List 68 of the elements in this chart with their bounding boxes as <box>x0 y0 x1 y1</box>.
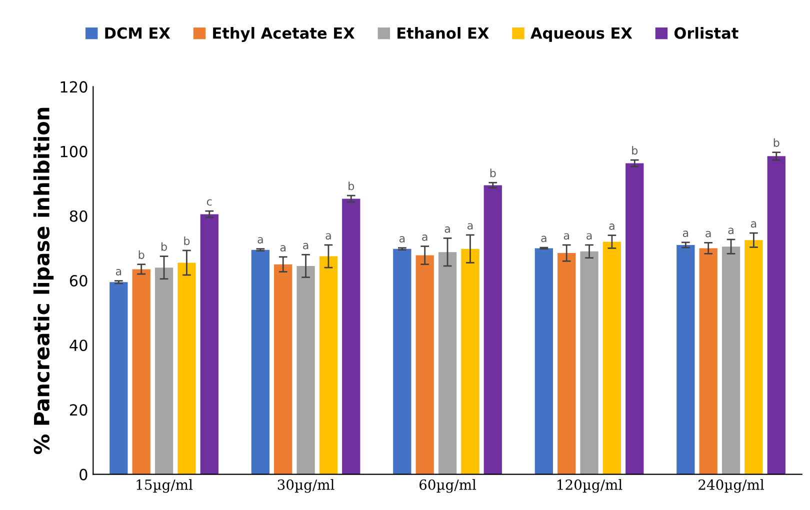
y-tick-label: 100 <box>60 146 88 158</box>
x-tick-label: 120µg/ml <box>558 479 622 493</box>
data-label: a <box>116 269 122 276</box>
legend-label: Orlistat <box>674 27 738 39</box>
bar <box>461 248 480 474</box>
data-label: a <box>609 224 614 230</box>
data-label: a <box>280 245 286 252</box>
x-tick-label: 30µg/ml <box>278 479 334 493</box>
y-axis-title: % Pancreatic lipase inhibition <box>33 108 54 454</box>
data-label: a <box>728 228 734 234</box>
data-label: a <box>706 230 711 238</box>
bar <box>767 156 786 474</box>
data-label: a <box>303 242 308 250</box>
bar <box>416 255 434 474</box>
x-tick-label: 15µg/ml <box>136 479 193 493</box>
data-label: b <box>184 236 190 246</box>
data-label: a <box>682 230 688 238</box>
data-label: a <box>750 221 756 228</box>
bar <box>676 244 695 474</box>
bar <box>484 185 502 474</box>
y-tick-label: 0 <box>80 468 88 480</box>
data-label: a <box>564 233 569 240</box>
bar <box>200 214 218 474</box>
y-tick-label: 80 <box>70 210 88 222</box>
bar <box>393 248 412 474</box>
bar <box>132 269 150 474</box>
bar <box>178 262 196 474</box>
bar <box>699 248 718 474</box>
y-tick-label: 40 <box>70 340 88 352</box>
data-label: b <box>162 242 167 251</box>
bar <box>110 282 128 474</box>
x-tick-label: 240µg/ml <box>698 479 764 493</box>
bar <box>580 251 598 474</box>
bar <box>534 248 553 474</box>
bar <box>274 264 292 474</box>
bar <box>744 240 763 474</box>
bar <box>722 246 740 474</box>
y-tick-label: 20 <box>70 404 88 416</box>
data-label: c <box>206 199 212 206</box>
data-label: a <box>258 237 263 244</box>
data-label: b <box>632 146 638 155</box>
data-label: a <box>422 234 428 241</box>
bar <box>154 268 174 474</box>
data-label: a <box>541 236 546 242</box>
bar <box>296 266 315 474</box>
data-label: a <box>586 233 592 240</box>
bar <box>438 252 457 474</box>
data-label: a <box>467 223 473 230</box>
legend-label: Ethyl Acetate EX <box>213 27 355 42</box>
bar <box>626 163 644 474</box>
y-tick-label: 60 <box>70 274 88 287</box>
data-label: a <box>326 233 331 240</box>
y-tick-label: 120 <box>60 81 88 93</box>
bar <box>342 198 360 474</box>
bar <box>558 253 576 474</box>
bar <box>319 256 338 474</box>
legend-label: Aqueous EX <box>530 28 632 42</box>
data-label: b <box>138 250 144 259</box>
data-label: b <box>490 168 496 178</box>
data-label: a <box>444 226 450 233</box>
bar <box>251 250 270 474</box>
bar <box>602 242 622 474</box>
data-label: b <box>774 138 780 147</box>
data-label: a <box>399 236 405 242</box>
legend-label: Ethanol EX <box>398 27 489 39</box>
data-label: b <box>348 182 354 190</box>
legend-label: DCM EX <box>105 27 170 39</box>
x-tick-label: 60µg/ml <box>420 479 476 493</box>
